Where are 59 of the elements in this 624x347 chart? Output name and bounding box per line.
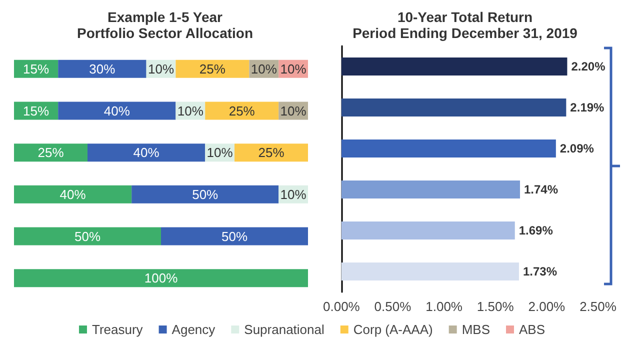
legend-label: Treasury: [92, 322, 144, 337]
x-tick-label: 2.00%: [528, 299, 566, 314]
x-tick-label: 1.00%: [426, 299, 463, 314]
data-label: 30%: [89, 61, 116, 76]
data-label: 10%: [280, 61, 307, 76]
data-label: 40%: [60, 186, 86, 202]
data-label: 40%: [133, 145, 160, 160]
data-label: 25%: [228, 103, 256, 118]
x-tick-label: 1.50%: [476, 299, 514, 314]
bar: [132, 185, 279, 204]
legend-label: MBS: [462, 322, 490, 337]
bar: [161, 227, 308, 246]
legend-label: ABS: [519, 322, 546, 337]
bar: [341, 222, 515, 240]
bar: [14, 185, 132, 204]
data-label: 40%: [104, 103, 130, 118]
bar: [58, 60, 146, 78]
bar: [14, 269, 308, 288]
bar: [341, 140, 556, 158]
data-label: 10%: [250, 61, 278, 76]
bar: [341, 58, 568, 76]
data-label: 15%: [23, 103, 50, 118]
bar: [176, 60, 250, 78]
chart-title: Example 1-5 Year Portfolio Sector Allocation: [76, 9, 254, 41]
x-tick-label: 0.00%: [322, 299, 360, 314]
bar: [88, 144, 206, 162]
x-tick-label: 2.50%: [580, 299, 617, 314]
data-label: 10%: [280, 186, 307, 202]
data-label: 10%: [280, 103, 307, 118]
data-label: 25%: [38, 145, 64, 160]
data-label: 1.74%: [524, 182, 558, 196]
bar: [341, 98, 566, 116]
bar: [14, 144, 88, 162]
data-label: 100%: [144, 270, 178, 286]
data-label: 2.19%: [570, 100, 605, 114]
data-label: 10%: [206, 145, 234, 160]
legend-label: Agency: [172, 322, 216, 337]
chart-title: 10-Year Total Return Period Ending December 31, 2019: [352, 9, 578, 41]
x-tick-label: 0.50%: [374, 299, 412, 314]
data-label: 10%: [177, 103, 204, 118]
legend-label: Supranational: [244, 322, 324, 337]
data-label: 1.73%: [522, 264, 558, 278]
data-label: 25%: [258, 145, 285, 160]
bar: [58, 102, 176, 120]
data-label: 50%: [74, 228, 101, 244]
data-label: 10%: [148, 61, 174, 76]
data-label: 50%: [221, 228, 248, 244]
bar: [14, 227, 161, 246]
data-label: 15%: [23, 61, 50, 76]
data-label: 25%: [199, 61, 226, 76]
data-label: 2.09%: [560, 142, 594, 156]
bar: [341, 262, 519, 280]
bar: [234, 144, 308, 162]
bar: [341, 180, 520, 198]
data-label: 2.20%: [571, 60, 606, 74]
data-label: 50%: [192, 186, 219, 202]
legend-label: Corp (A-AAA): [353, 322, 433, 337]
data-label: 1.69%: [518, 224, 554, 238]
bar: [205, 102, 279, 120]
